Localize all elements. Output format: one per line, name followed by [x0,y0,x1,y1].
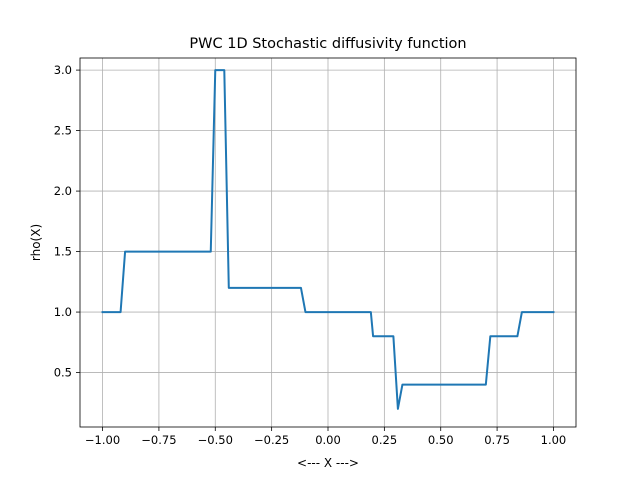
chart-title: PWC 1D Stochastic diffusivity function [189,36,466,52]
x-tick-label: −1.00 [85,433,120,447]
x-tick-label: 0.75 [484,433,510,447]
x-tick-label: 0.25 [372,433,398,447]
y-tick-label: 1.0 [54,305,72,319]
y-axis-ticks: 0.5 1.0 1.5 2.0 2.5 3.0 [54,63,80,380]
series-line [101,69,555,410]
y-tick-label: 0.5 [54,366,72,380]
x-axis-ticks: −1.00 −0.75 −0.50 −0.25 0.00 0.25 0.50 0.75 1.00 [85,427,566,447]
y-tick-label: 2.5 [54,124,72,138]
x-tick-label: 1.00 [541,433,567,447]
x-tick-label: −0.75 [141,433,176,447]
x-tick-label: 0.00 [315,433,341,447]
x-tick-label: 0.50 [428,433,454,447]
x-axis-label: <--- X ---> [297,456,359,470]
y-tick-label: 1.5 [54,245,72,259]
y-tick-label: 2.0 [54,184,72,198]
x-tick-label: −0.25 [254,433,289,447]
y-axis-label: rho(X) [29,224,43,261]
series-layer [101,69,555,410]
y-tick-label: 3.0 [54,63,72,77]
x-tick-label: −0.50 [198,433,233,447]
